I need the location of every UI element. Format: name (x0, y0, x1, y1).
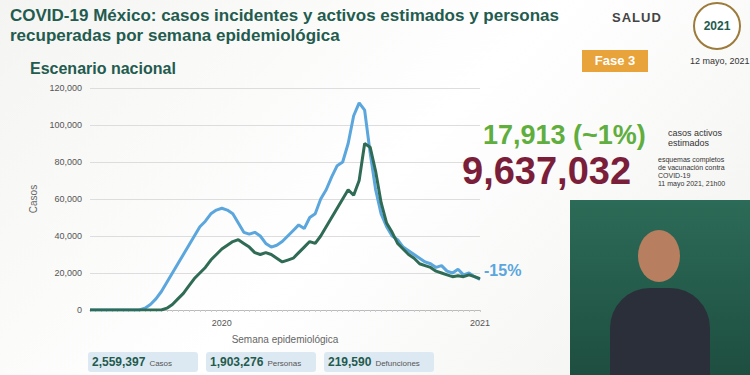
html-text:-15%: -15% (484, 262, 522, 279)
svg-text:100,000: 100,000 (49, 120, 82, 130)
svg-text:40,000: 40,000 (54, 231, 82, 241)
svg-text:0: 0 (77, 305, 82, 315)
svg-text:20,000: 20,000 (54, 268, 82, 278)
html-text:1,903,276 Personas: 1,903,276 Personas (210, 355, 302, 369)
html-text:esquemas completos de vacunaci: esquemas completos de vacunación contra … (658, 156, 726, 187)
svg-text:80,000: 80,000 (54, 157, 82, 167)
svg-text:2021: 2021 (470, 318, 490, 328)
svg-text:60,000: 60,000 (54, 194, 82, 204)
html-text:9,637,032: 9,637,032 (462, 150, 632, 192)
html-text:12 mayo, 2021: 12 mayo, 2021 (690, 56, 750, 66)
svg-text:120,000: 120,000 (49, 83, 82, 93)
html-text:2,559,397 Casos: 2,559,397 Casos (92, 355, 173, 369)
html-text:SALUD: SALUD (612, 10, 662, 25)
svg-text:Semana epidemiológica: Semana epidemiológica (232, 334, 339, 345)
html-text:17,913 (~1%): 17,913 (~1%) (483, 120, 646, 150)
html-text:COVID-19 México: casos inciden: COVID-19 México: casos incidentes y acti… (10, 6, 559, 45)
svg-text:2020: 2020 (212, 318, 232, 328)
html-text:2021: 2021 (703, 19, 731, 33)
html-text:219,590 Defunciones: 219,590 Defunciones (328, 355, 420, 369)
html-text:Fase 3: Fase 3 (594, 53, 636, 68)
html-text:Escenario nacional: Escenario nacional (30, 60, 176, 77)
svg-text:Casos: Casos (28, 185, 39, 213)
html-text:casos activos estimados: casos activos estimados (668, 128, 722, 148)
